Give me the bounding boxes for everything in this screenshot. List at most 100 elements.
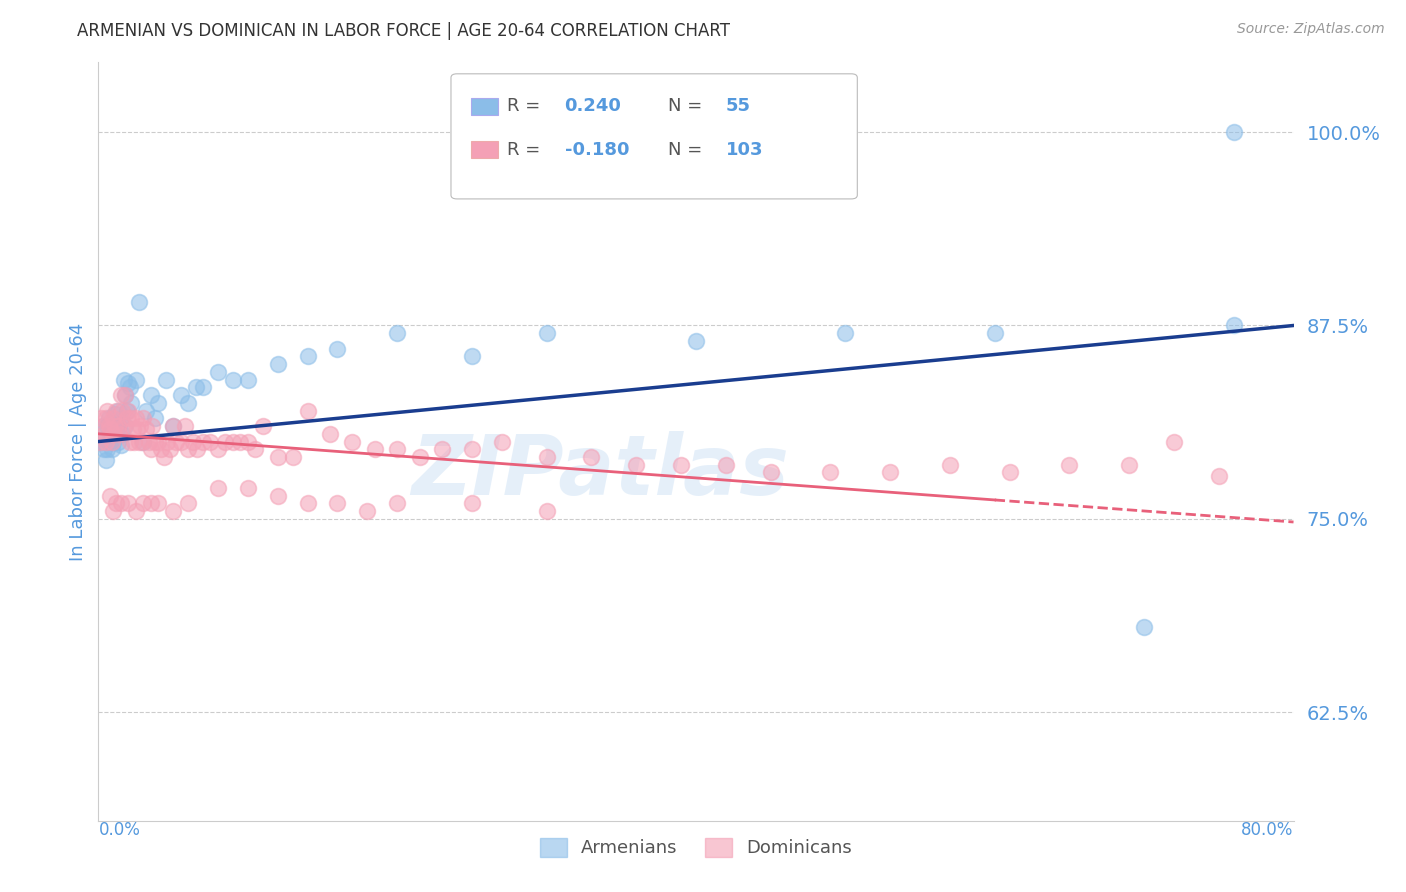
Text: 0.0%: 0.0% xyxy=(98,821,141,838)
Point xyxy=(91,419,114,434)
Point xyxy=(177,496,200,510)
Point xyxy=(184,380,207,394)
Point xyxy=(108,419,131,434)
Point xyxy=(139,496,162,510)
Point xyxy=(131,434,153,449)
FancyBboxPatch shape xyxy=(451,74,858,199)
Point xyxy=(626,458,648,472)
Point xyxy=(685,334,707,348)
Point xyxy=(834,326,856,341)
Point xyxy=(430,442,453,457)
Point xyxy=(181,434,204,449)
Point xyxy=(97,411,120,425)
Point xyxy=(105,422,128,436)
Point xyxy=(408,450,430,464)
Point xyxy=(236,481,259,495)
Point xyxy=(281,450,304,464)
Point xyxy=(115,411,138,425)
Point xyxy=(200,434,222,449)
Point xyxy=(104,419,127,434)
Point xyxy=(114,388,136,402)
Point xyxy=(112,373,135,387)
Point xyxy=(169,388,191,402)
Point xyxy=(159,442,181,457)
Text: 55: 55 xyxy=(725,97,751,115)
Point xyxy=(139,442,162,457)
Point xyxy=(326,496,349,510)
Point xyxy=(939,458,962,472)
Point xyxy=(90,434,112,449)
Point xyxy=(114,419,136,434)
Point xyxy=(162,419,184,434)
Point xyxy=(461,496,484,510)
Point xyxy=(319,426,342,441)
Point xyxy=(118,380,141,394)
Point xyxy=(214,434,236,449)
Point xyxy=(98,422,122,436)
Point xyxy=(984,326,1007,341)
Point xyxy=(820,466,842,480)
Point xyxy=(98,426,122,441)
Point xyxy=(111,426,134,441)
Point xyxy=(1163,434,1185,449)
Point xyxy=(141,419,163,434)
Point xyxy=(297,403,319,417)
Point xyxy=(1133,620,1156,634)
Point xyxy=(207,442,229,457)
Point xyxy=(110,388,132,402)
Point xyxy=(236,373,259,387)
Point xyxy=(536,504,558,518)
Point xyxy=(132,496,155,510)
Point xyxy=(125,504,148,518)
Point xyxy=(229,434,252,449)
Point xyxy=(1223,125,1246,139)
Point xyxy=(125,411,148,425)
Point xyxy=(118,434,141,449)
Point xyxy=(107,403,129,417)
Point xyxy=(1059,458,1081,472)
Point xyxy=(127,422,149,436)
Point xyxy=(364,442,387,457)
Point xyxy=(1118,458,1140,472)
Text: ZIPatlas: ZIPatlas xyxy=(412,432,789,512)
Point xyxy=(101,442,124,457)
Point xyxy=(105,403,128,417)
Point xyxy=(267,357,290,371)
Text: ARMENIAN VS DOMINICAN IN LABOR FORCE | AGE 20-64 CORRELATION CHART: ARMENIAN VS DOMINICAN IN LABOR FORCE | A… xyxy=(77,22,730,40)
Point xyxy=(89,434,111,449)
Point xyxy=(153,450,176,464)
Point xyxy=(174,419,197,434)
Point xyxy=(91,419,114,434)
Point xyxy=(491,434,513,449)
Point xyxy=(191,434,214,449)
Text: 80.0%: 80.0% xyxy=(1241,821,1294,838)
Point xyxy=(138,434,160,449)
Point xyxy=(103,419,125,434)
Point xyxy=(536,450,558,464)
Point xyxy=(536,326,558,341)
Point xyxy=(112,419,135,434)
Point xyxy=(128,295,150,310)
Point xyxy=(191,380,214,394)
Point xyxy=(165,434,187,449)
Point xyxy=(245,442,267,457)
Point xyxy=(101,434,124,449)
Point xyxy=(115,403,138,417)
Point xyxy=(169,434,191,449)
Point xyxy=(117,496,139,510)
Point xyxy=(156,434,179,449)
Point xyxy=(267,450,290,464)
Point xyxy=(105,496,128,510)
Text: N =: N = xyxy=(668,141,703,159)
Point xyxy=(222,434,245,449)
Point xyxy=(103,426,125,441)
Point xyxy=(759,466,782,480)
Point xyxy=(1208,468,1230,483)
Point xyxy=(98,489,122,503)
Text: Source: ZipAtlas.com: Source: ZipAtlas.com xyxy=(1237,22,1385,37)
Point xyxy=(94,453,117,467)
Point xyxy=(110,496,132,510)
Point xyxy=(385,326,409,341)
Point xyxy=(120,396,142,410)
Point xyxy=(461,350,484,364)
